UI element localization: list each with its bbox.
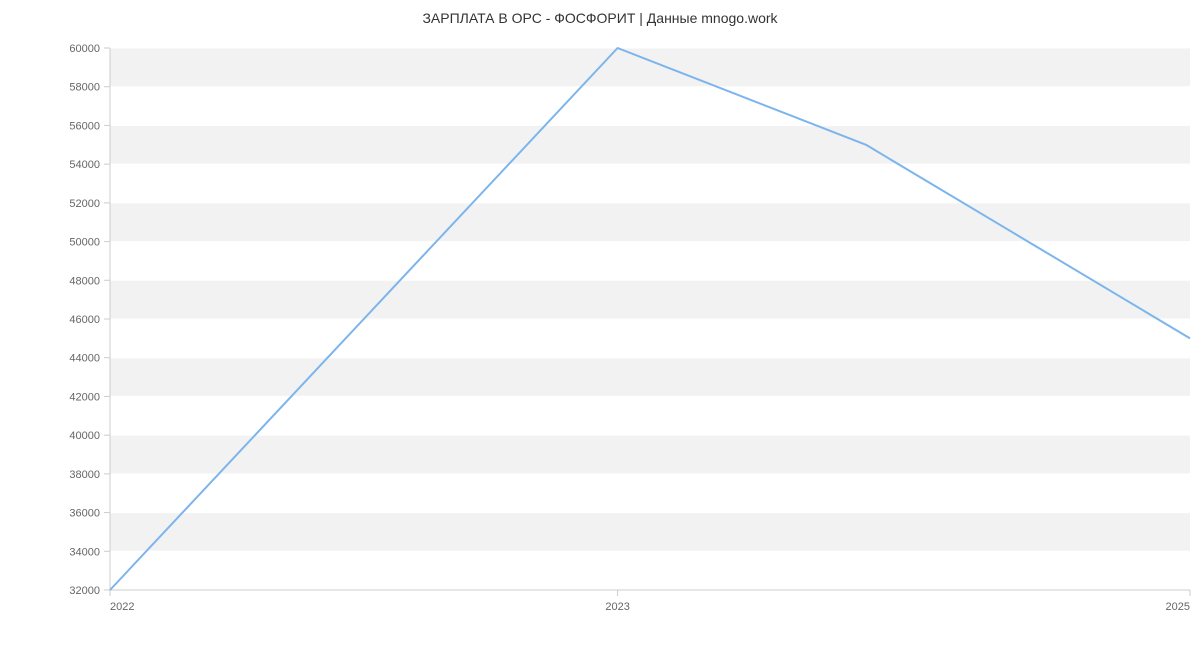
y-tick-label: 48000: [69, 275, 100, 287]
chart-svg: 32000 34000 36000 38000 40000 42000 44000 46000…: [0, 0, 1200, 650]
grid-band: [110, 513, 1190, 552]
grid-band: [110, 48, 1190, 87]
y-tick-label: 60000: [69, 43, 100, 55]
grid-band: [110, 125, 1190, 164]
grid-band: [110, 203, 1190, 242]
y-tick-label: 52000: [69, 198, 100, 210]
salary-line-chart: ЗАРПЛАТА В ОРС - ФОСФОРИТ | Данные mnogo…: [0, 0, 1200, 650]
y-tick-label: 32000: [69, 585, 100, 597]
y-tick-label: 50000: [69, 237, 100, 249]
y-tick-label: 44000: [69, 353, 100, 365]
y-tick-label: 56000: [69, 120, 100, 132]
y-tick-label: 40000: [69, 430, 100, 442]
x-tick-label: 2025: [1166, 601, 1190, 613]
grid-band: [110, 435, 1190, 474]
y-tick-label: 54000: [69, 159, 100, 171]
grid-band: [110, 358, 1190, 397]
x-tick-label: 2022: [110, 601, 134, 613]
grid-band: [110, 280, 1190, 319]
y-tick-label: 38000: [69, 469, 100, 481]
y-tick-label: 42000: [69, 391, 100, 403]
y-tick-label: 36000: [69, 508, 100, 520]
x-tick-label: 2023: [605, 601, 629, 613]
y-tick-label: 34000: [69, 546, 100, 558]
y-tick-label: 46000: [69, 314, 100, 326]
y-tick-label: 58000: [69, 82, 100, 94]
